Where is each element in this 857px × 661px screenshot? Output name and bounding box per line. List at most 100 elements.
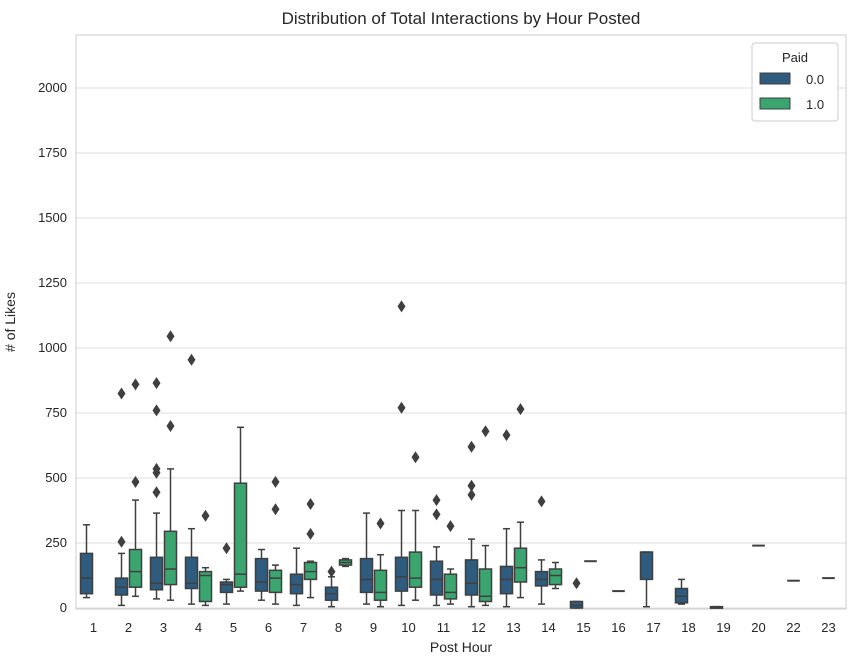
x-tick-label: 4 — [195, 620, 202, 635]
x-tick-label: 3 — [160, 620, 167, 635]
outlier-point — [467, 479, 476, 492]
outlier-point — [572, 577, 581, 590]
box-1.0-hour-13 — [513, 403, 528, 599]
box-0.0-hour-1 — [79, 524, 94, 599]
box-0.0-hour-18 — [674, 578, 689, 605]
box-iqr — [478, 568, 493, 603]
outlier-point — [131, 475, 140, 488]
box-0.0-hour-4 — [184, 353, 199, 605]
outlier-point — [166, 420, 175, 432]
outlier-point — [271, 503, 280, 516]
x-tick-label: 10 — [401, 620, 415, 635]
outlier-point — [201, 509, 210, 522]
outlier-point — [152, 404, 161, 417]
outlier-point — [481, 425, 490, 438]
box-iqr — [408, 551, 423, 588]
box-iqr — [464, 559, 479, 596]
plot-area-frame — [75, 34, 847, 610]
y-axis-label: # of Likes — [2, 292, 18, 352]
box-iqr — [233, 482, 248, 588]
x-tick-label: 7 — [300, 620, 307, 635]
x-tick-label: 18 — [681, 620, 695, 635]
outlier-point — [271, 475, 280, 488]
box-1.0-hour-11 — [443, 520, 458, 605]
x-tick-label: 9 — [370, 620, 377, 635]
box-0.0-hour-8 — [324, 565, 339, 608]
outlier-point — [446, 520, 455, 533]
box-iqr — [163, 530, 178, 586]
box-0.0-hour-13 — [499, 429, 514, 608]
box-iqr — [513, 547, 528, 583]
outlier-point — [152, 377, 161, 390]
y-tick-label: 1250 — [38, 275, 67, 290]
box-1.0-hour-2 — [128, 378, 143, 598]
box-iqr — [128, 548, 143, 588]
box-iqr — [198, 570, 213, 603]
outlier-point — [152, 462, 161, 475]
outlier-point — [327, 565, 336, 578]
outlier-point — [131, 378, 140, 391]
box-iqr — [184, 556, 199, 590]
outlier-point — [397, 300, 406, 313]
box-iqr — [443, 573, 458, 600]
x-tick-label: 14 — [541, 620, 555, 635]
box-0.0-hour-14 — [534, 495, 549, 605]
x-tick-label: 12 — [471, 620, 485, 635]
box-0.0-hour-17 — [639, 551, 654, 608]
box-iqr — [254, 557, 269, 592]
box-1.0-hour-4 — [198, 509, 213, 607]
y-tick-label: 1000 — [38, 340, 67, 355]
outlier-point — [187, 353, 196, 366]
outlier-point — [432, 508, 441, 521]
box-1.0-hour-12 — [478, 425, 493, 607]
box-1.0-hour-7 — [303, 498, 318, 599]
box-0.0-hour-7 — [289, 547, 304, 607]
box-0.0-hour-9 — [359, 512, 374, 605]
chart-title: Distribution of Total Interactions by Ho… — [282, 9, 641, 28]
outlier-point — [117, 535, 126, 548]
box-iqr — [79, 552, 94, 595]
outlier-point — [222, 542, 231, 555]
y-axis-ticks: 0 250 500 750 1000 1250 1500 1750 2000 — [38, 80, 67, 615]
box-iqr — [639, 551, 654, 581]
x-tick-label: 6 — [265, 620, 272, 635]
x-tick-label: 11 — [437, 620, 451, 635]
y-tick-label: 0 — [60, 600, 67, 615]
y-tick-label: 750 — [45, 405, 67, 420]
outlier-point — [537, 495, 546, 508]
box-iqr — [359, 557, 374, 594]
outlier-point — [467, 440, 476, 453]
box-0.0-hour-3 — [149, 377, 164, 600]
box-iqr — [268, 569, 283, 594]
x-axis-label: Post Hour — [430, 639, 493, 655]
legend-label-1: 1.0 — [806, 97, 824, 112]
x-tick-label: 17 — [646, 620, 660, 635]
gridlines — [76, 87, 846, 609]
legend-label-0: 0.0 — [806, 72, 824, 87]
box-0.0-hour-12 — [464, 440, 479, 608]
x-tick-label: 19 — [716, 620, 730, 635]
outlier-point — [397, 401, 406, 414]
x-tick-label: 2 — [125, 620, 132, 635]
outlier-point — [376, 517, 385, 530]
x-tick-label: 16 — [611, 620, 625, 635]
legend-swatch-0 — [759, 72, 791, 85]
box-1.0-hour-6 — [268, 475, 283, 605]
box-1.0-hour-3 — [163, 330, 178, 601]
box-0.0-hour-5 — [219, 542, 234, 605]
outlier-point — [432, 494, 441, 507]
box-iqr — [373, 569, 388, 601]
outlier-point — [117, 387, 126, 400]
x-tick-label: 23 — [821, 620, 835, 635]
legend: Paid 0.0 1.0 — [751, 42, 839, 122]
outlier-point — [467, 488, 476, 501]
outlier-point — [166, 330, 175, 343]
box-iqr — [394, 556, 409, 592]
x-tick-label: 1 — [90, 620, 97, 635]
box-iqr — [219, 581, 234, 594]
boxes-layer — [79, 300, 835, 609]
box-0.0-hour-15 — [569, 577, 584, 609]
box-0.0-hour-2 — [114, 387, 129, 607]
box-1.0-hour-10 — [408, 451, 423, 601]
